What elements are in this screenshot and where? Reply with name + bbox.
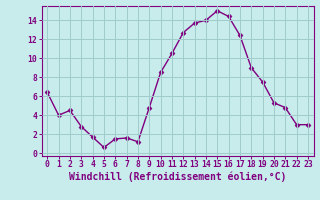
X-axis label: Windchill (Refroidissement éolien,°C): Windchill (Refroidissement éolien,°C) [69, 172, 286, 182]
